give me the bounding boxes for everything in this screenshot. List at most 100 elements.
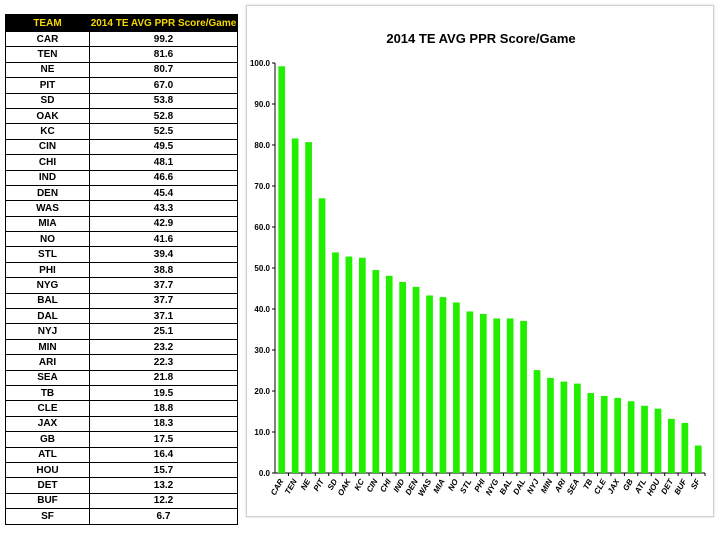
table-row: BAL 37.7 — [5, 292, 238, 310]
y-tick-label: 0.0 — [259, 469, 271, 478]
score-cell: 18.8 — [89, 400, 238, 417]
bar-chi — [385, 275, 393, 473]
score-cell: 39.4 — [89, 246, 238, 263]
bar-phi — [479, 313, 487, 473]
x-tick-label: NYJ — [525, 477, 541, 495]
score-cell: 99.2 — [89, 30, 238, 48]
y-tick-label: 100.0 — [250, 59, 271, 68]
x-tick-label: CAR — [269, 477, 286, 497]
column-header-team: TEAM — [5, 14, 90, 32]
score-cell: 19.5 — [89, 384, 238, 402]
table-row: PIT 67.0 — [5, 77, 238, 94]
x-tick-label: CLE — [592, 477, 608, 496]
table-row: GB 17.5 — [5, 431, 238, 448]
table-row: DAL 37.1 — [5, 308, 238, 325]
y-tick-label: 60.0 — [254, 223, 270, 232]
team-cell: ATL — [5, 446, 90, 463]
table-row: JAX 18.3 — [5, 415, 238, 433]
bar-jax — [614, 397, 622, 473]
bar-ari — [560, 381, 568, 473]
team-cell: CHI — [5, 154, 90, 171]
x-tick-label: BUF — [673, 477, 690, 497]
team-cell: OAK — [5, 107, 90, 125]
bar-cle — [600, 395, 608, 473]
table-row: CAR 99.2 — [5, 30, 238, 48]
team-cell: SF — [5, 508, 90, 525]
score-cell: 41.6 — [89, 231, 238, 248]
score-cell: 48.1 — [89, 154, 238, 171]
team-cell: BUF — [5, 492, 90, 510]
score-cell: 37.7 — [89, 292, 238, 310]
team-cell: KC — [5, 123, 90, 140]
team-cell: SD — [5, 92, 90, 109]
bar-det — [668, 418, 675, 473]
team-cell: HOU — [5, 461, 90, 479]
score-cell: 23.2 — [89, 338, 238, 356]
bar-atl — [641, 405, 648, 473]
x-tick-label: NE — [299, 477, 313, 492]
table-row: TB 19.5 — [5, 384, 238, 402]
table-row: IND 46.6 — [5, 169, 238, 186]
score-cell: 49.5 — [89, 138, 238, 156]
chart-panel: 2014 TE AVG PPR Score/Game 0.0 10.0 20.0 30… — [246, 5, 714, 517]
table-row: KC 52.5 — [5, 123, 238, 140]
team-cell: ARI — [5, 354, 90, 371]
x-tick-label: SF — [689, 477, 702, 491]
bar-ind — [399, 281, 407, 473]
x-tick-label: MIN — [539, 477, 554, 494]
team-cell: SEA — [5, 369, 90, 386]
team-cell: BAL — [5, 292, 90, 310]
table-row: NYG 37.7 — [5, 277, 238, 294]
score-cell: 43.3 — [89, 200, 238, 217]
score-cell: 15.7 — [89, 461, 238, 479]
bar-ten — [291, 138, 299, 473]
table-body: CAR 99.2 TEN 81.6 NE 80.7 PIT 67.0 SD 53.8 OAK 52.8… — [5, 30, 238, 525]
bar-cin — [372, 270, 380, 473]
x-tick-label: BAL — [498, 477, 514, 496]
bar-series — [278, 66, 702, 474]
team-cell: NE — [5, 61, 90, 79]
x-tick-label: OAK — [336, 476, 353, 497]
score-cell: 52.8 — [89, 107, 238, 125]
team-cell: DEN — [5, 184, 90, 202]
data-table: TEAM 2014 TE AVG PPR Score/Game CAR 99.2 T… — [5, 14, 238, 525]
table-row: DET 13.2 — [5, 477, 238, 494]
table-row: PHI 38.8 — [5, 261, 238, 279]
team-cell: GB — [5, 431, 90, 448]
bar-no — [453, 302, 460, 473]
team-cell: WAS — [5, 200, 90, 217]
team-cell: TB — [5, 384, 90, 402]
x-tick-label: SEA — [565, 477, 581, 496]
score-cell: 17.5 — [89, 431, 238, 448]
y-tick-label: 10.0 — [254, 428, 270, 437]
team-cell: DAL — [5, 308, 90, 325]
x-tick-label: CIN — [365, 477, 380, 494]
team-cell: DET — [5, 477, 90, 494]
x-tick-label: NYG — [484, 478, 500, 498]
score-cell: 80.7 — [89, 61, 238, 79]
x-tick-label: TEN — [283, 477, 299, 496]
team-cell: PIT — [5, 77, 90, 94]
score-cell: 67.0 — [89, 77, 238, 94]
bar-ne — [305, 142, 312, 473]
x-tick-label: DAL — [511, 477, 527, 496]
bar-gb — [627, 401, 635, 473]
bar-bal — [506, 318, 514, 473]
score-cell: 13.2 — [89, 477, 238, 494]
score-cell: 46.6 — [89, 169, 238, 186]
score-cell: 52.5 — [89, 123, 238, 140]
y-tick-label: 70.0 — [254, 182, 270, 191]
chart-title: 2014 TE AVG PPR Score/Game — [386, 31, 575, 46]
x-tick-label: PIT — [312, 477, 327, 493]
score-cell: 6.7 — [89, 508, 238, 525]
score-cell: 45.4 — [89, 184, 238, 202]
score-cell: 37.1 — [89, 308, 238, 325]
y-tick-label: 30.0 — [254, 346, 270, 355]
bar-kc — [358, 257, 366, 473]
team-cell: JAX — [5, 415, 90, 433]
bar-sea — [573, 383, 581, 473]
bar-min — [547, 377, 554, 473]
team-cell: MIA — [5, 215, 90, 233]
bar-nyj — [533, 370, 541, 473]
